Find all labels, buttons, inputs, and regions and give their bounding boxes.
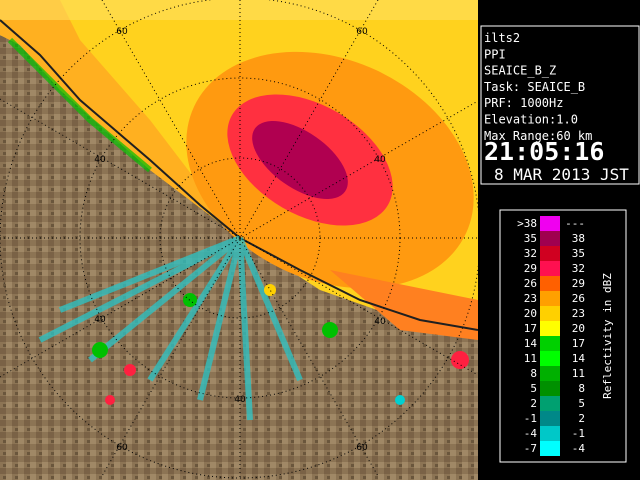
legend-swatch (540, 411, 560, 426)
legend-high: 26 (572, 292, 585, 305)
legend-low: 11 (524, 352, 537, 365)
legend-low: 32 (524, 247, 537, 260)
coast-band (0, 0, 240, 238)
range-label: 60 (356, 27, 368, 37)
date: 8 MAR 2013 JST (494, 165, 629, 184)
echo-core (252, 120, 348, 200)
legend-swatch (540, 261, 560, 276)
info-line: PPI (484, 47, 506, 61)
legend-high: 35 (572, 247, 585, 260)
legend-high: 38 (572, 232, 585, 245)
legend-high: 8 (578, 382, 585, 395)
radar-image: 60 60 40 40 40 40 40 60 60 (0, 0, 480, 480)
legend-swatch (540, 366, 560, 381)
legend-low: 26 (524, 277, 537, 290)
info-line: PRF: 1000Hz (484, 96, 563, 110)
info-line: SEAICE_B_Z (484, 64, 556, 78)
range-label: 60 (116, 27, 128, 37)
legend-high: 20 (572, 322, 585, 335)
legend-low: -1 (524, 412, 537, 425)
legend-high: 29 (572, 277, 585, 290)
coastline (0, 19, 478, 331)
info-line: Task: SEAICE_B (484, 80, 585, 94)
legend-high: 5 (578, 397, 585, 410)
legend-swatch (540, 396, 560, 411)
legend-high: --- (565, 217, 585, 230)
legend-title: Reflectivity in dBZ (601, 273, 614, 399)
range-label: 40 (94, 155, 106, 165)
legend-swatch (540, 231, 560, 246)
legend-low: -7 (524, 442, 537, 455)
legend-swatch (540, 426, 560, 441)
legend-high: 2 (578, 412, 585, 425)
legend-swatch (540, 291, 560, 306)
legend-high: 17 (572, 337, 585, 350)
land-echoes (92, 284, 469, 405)
legend-swatch (540, 321, 560, 336)
legend-low: 29 (524, 262, 537, 275)
legend-low: 5 (530, 382, 537, 395)
legend-swatch (540, 306, 560, 321)
range-label: 60 (116, 443, 128, 453)
legend-panel (499, 209, 627, 463)
range-label: 40 (374, 155, 386, 165)
legend-high: 32 (572, 262, 585, 275)
legend-low: 8 (530, 367, 537, 380)
legend-low: 14 (524, 337, 538, 350)
range-label: 40 (94, 315, 106, 325)
range-rings (0, 0, 480, 480)
legend-low: >38 (517, 217, 537, 230)
coastal-echo (330, 270, 478, 340)
legend-low: 17 (524, 322, 537, 335)
info-line: ilts2 (484, 31, 520, 45)
echo-edge (0, 0, 478, 20)
clutter-spokes (38, 235, 303, 421)
legend-low: -4 (524, 427, 538, 440)
info-line: Elevation:1.0 (484, 113, 578, 127)
legend-swatch (540, 381, 560, 396)
time: 21:05:16 (484, 137, 604, 166)
legend-high: 14 (572, 352, 586, 365)
legend-low: 35 (524, 232, 537, 245)
legend-swatch (540, 336, 560, 351)
legend-high: 11 (572, 367, 585, 380)
legend-swatch (540, 351, 560, 366)
legend-high: -1 (572, 427, 585, 440)
legend-low: 23 (524, 292, 537, 305)
legend-high: 23 (572, 307, 585, 320)
legend-swatch (540, 441, 560, 456)
legend-swatch (540, 276, 560, 291)
info-line: Max Range:60 km (484, 129, 592, 143)
range-label: 60 (356, 443, 368, 453)
legend-swatch (540, 216, 560, 231)
range-label: 40 (234, 395, 246, 405)
coast-green (7, 37, 152, 173)
legend-low: 2 (530, 397, 537, 410)
info-panel (480, 25, 640, 185)
legend-low: 20 (524, 307, 537, 320)
legend-high: -4 (572, 442, 586, 455)
range-label: 40 (374, 317, 386, 327)
legend-swatch (540, 246, 560, 261)
